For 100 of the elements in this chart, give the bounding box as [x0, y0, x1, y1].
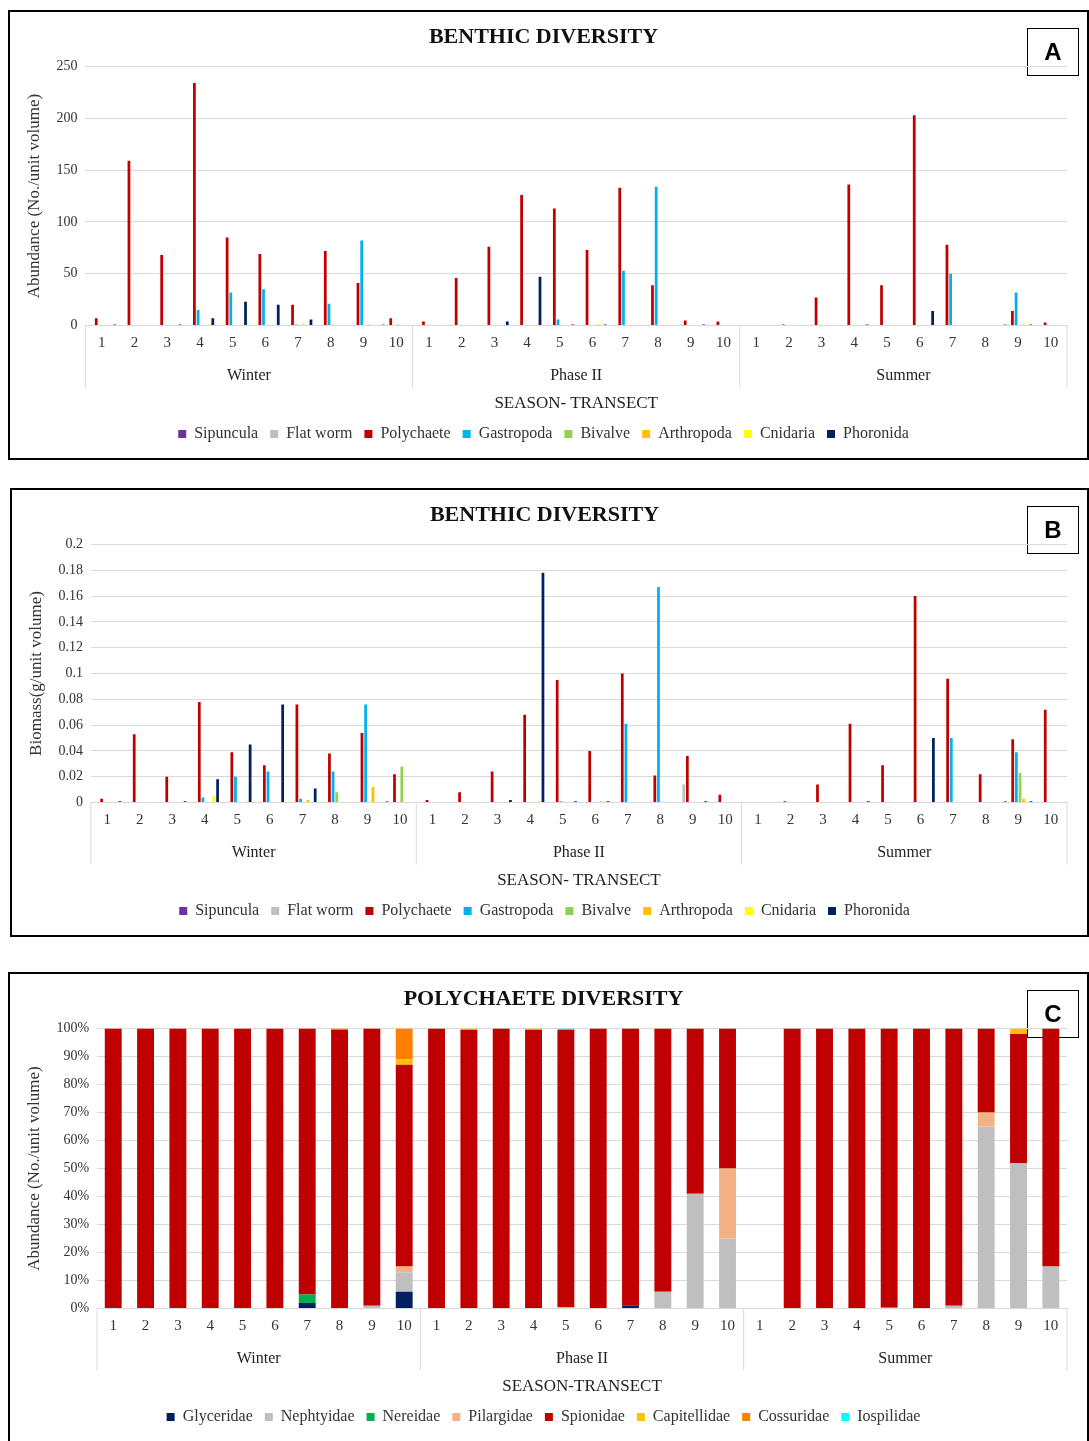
bar [505, 321, 509, 326]
bar [395, 1272, 413, 1292]
text: Phase II [550, 365, 603, 383]
bar [719, 1168, 736, 1239]
x-tick-label: 8 [656, 810, 665, 827]
legend-label: Polychaete [381, 901, 452, 920]
bar [262, 289, 265, 326]
legend-label: Iospilidae [857, 1407, 921, 1426]
x-tick-label: 7 [298, 810, 307, 827]
x-axis-title: SEASON- TRANSECT [497, 870, 662, 890]
bar [328, 753, 331, 803]
x-tick-label: 9 [691, 1316, 699, 1333]
x-tick-label: 5 [562, 1316, 570, 1333]
x-tick-label: 8 [982, 1316, 990, 1333]
bar [393, 774, 396, 803]
x-tick-label: 10 [392, 810, 408, 827]
bar [229, 292, 233, 326]
x-tick-label: 1 [425, 333, 433, 350]
y-tick-label: 50 [63, 265, 78, 281]
x-tick-label: 8 [335, 1316, 344, 1333]
x-tick-label: 2 [141, 1316, 150, 1333]
bar [487, 246, 491, 326]
x-tick-label: 1 [756, 1316, 764, 1333]
x-tick-label: 10 [717, 810, 733, 827]
bar [555, 679, 559, 803]
bar [197, 701, 201, 803]
bar [323, 250, 327, 326]
x-tick-label: 5 [228, 333, 237, 350]
legend-label: Polychaete [380, 424, 451, 443]
bar [458, 792, 461, 803]
x-tick-label: 4 [196, 333, 205, 350]
bar [266, 1028, 284, 1309]
text: B [1027, 506, 1079, 554]
bar [509, 800, 512, 803]
y-axis-title: Abundance (No./unit volume) [23, 1066, 43, 1271]
y-tick-label: 60% [63, 1132, 90, 1148]
legend-label: Glyceridae [182, 1407, 253, 1426]
x-tick-label: 7 [950, 1316, 959, 1333]
x-tick-label: 10 [1043, 333, 1059, 350]
bar [100, 798, 104, 803]
x-tick-label: 6 [594, 1316, 603, 1333]
x-tick-label: 8 [331, 810, 339, 827]
bar [291, 304, 294, 326]
bar [460, 1029, 478, 1309]
legend-label: Cnidaria [760, 901, 816, 919]
x-tick-label: 4 [206, 1316, 215, 1333]
bar [335, 792, 339, 803]
bar [683, 320, 687, 326]
text: Summer [876, 365, 932, 383]
x-tick-label: 1 [752, 333, 760, 350]
bar [1014, 752, 1018, 803]
x-tick-label: 3 [174, 1316, 182, 1333]
y-tick-label: 0.06 [58, 716, 83, 732]
legend-label: Sipuncula [194, 424, 259, 443]
text: C [1027, 990, 1079, 1038]
bar [686, 1028, 704, 1194]
bar [622, 1028, 639, 1306]
legend-label: Cnidaria [759, 424, 815, 442]
x-tick-label: 2 [786, 810, 795, 827]
x-tick-label: 3 [820, 1316, 829, 1333]
x-tick-label: 2 [130, 333, 139, 350]
text: A [1027, 28, 1079, 76]
x-tick-label: 1 [432, 1316, 441, 1333]
x-tick-label: 9 [1014, 333, 1022, 350]
x-tick-label: 4 [850, 333, 859, 350]
x-tick-label: 3 [493, 810, 502, 827]
bar [160, 255, 164, 326]
x-tick-label: 5 [885, 1316, 893, 1333]
x-tick-label: 3 [168, 810, 176, 827]
bar [132, 734, 136, 803]
x-tick-label: 8 [981, 333, 989, 350]
text: Winter [231, 842, 277, 860]
bar [281, 704, 285, 803]
y-tick-label: 250 [56, 58, 78, 74]
bar [193, 82, 196, 326]
legend-label: Bivalve [580, 424, 631, 442]
legend-label: Nereidae [382, 1407, 441, 1425]
legend-label: Arthropoda [658, 424, 732, 443]
x-tick-label: 7 [621, 333, 630, 350]
x-tick-label: 4 [526, 810, 535, 827]
bar [230, 752, 234, 803]
bar [363, 1028, 381, 1306]
y-tick-label: 0 [75, 794, 83, 810]
y-tick-label: 70% [63, 1104, 90, 1120]
legend-label: Phoronida [844, 901, 910, 919]
x-tick-label: 6 [266, 810, 275, 827]
x-tick-label: 7 [948, 333, 957, 350]
bar [313, 788, 317, 803]
y-tick-label: 50% [63, 1160, 90, 1176]
x-tick-label: 8 [981, 810, 990, 827]
chart-title: POLYCHAETE DIVERSITY [403, 984, 684, 1010]
x-tick-label: 4 [529, 1316, 538, 1333]
x-tick-label: 5 [884, 810, 892, 827]
x-tick-label: 3 [497, 1316, 505, 1333]
bar [395, 1291, 413, 1309]
x-tick-label: 3 [817, 333, 826, 350]
x-tick-label: 9 [689, 810, 697, 827]
bar [298, 1303, 316, 1309]
bar [848, 1028, 866, 1309]
bar [298, 1294, 316, 1303]
